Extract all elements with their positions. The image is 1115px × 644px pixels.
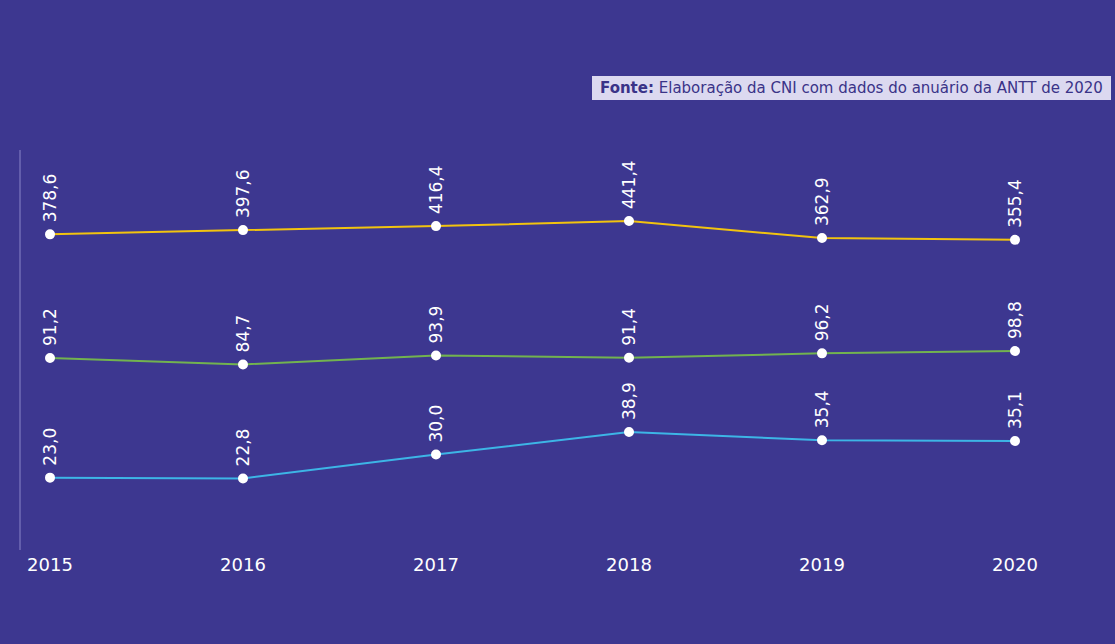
svg-text:93,9: 93,9 [426,306,446,344]
svg-text:84,7: 84,7 [233,315,253,353]
svg-text:22,8: 22,8 [233,429,253,467]
svg-text:30,0: 30,0 [426,405,446,443]
svg-text:96,2: 96,2 [812,304,832,342]
svg-text:397,6: 397,6 [233,169,253,218]
html-text:Fonte: Elaboração da CNI com d: Fonte: Elaboração da CNI com dados do an… [600,79,1103,97]
svg-text:35,4: 35,4 [812,390,832,428]
svg-text:2018: 2018 [606,554,652,575]
svg-text:38,9: 38,9 [619,382,639,420]
svg-text:2016: 2016 [220,554,266,575]
svg-text:2015: 2015 [27,554,73,575]
svg-text:378,6: 378,6 [40,174,60,223]
svg-text:2020: 2020 [992,554,1038,575]
svg-text:98,8: 98,8 [1005,301,1025,339]
svg-text:362,9: 362,9 [812,177,832,226]
svg-text:35,1: 35,1 [1005,391,1025,429]
svg-text:441,4: 441,4 [619,160,639,209]
svg-text:91,4: 91,4 [619,308,639,346]
svg-text:23,0: 23,0 [40,428,60,466]
svg-text:2019: 2019 [799,554,845,575]
svg-text:2017: 2017 [413,554,459,575]
svg-text:91,2: 91,2 [40,308,60,346]
svg-text:355,4: 355,4 [1005,179,1025,228]
svg-text:416,4: 416,4 [426,165,446,214]
